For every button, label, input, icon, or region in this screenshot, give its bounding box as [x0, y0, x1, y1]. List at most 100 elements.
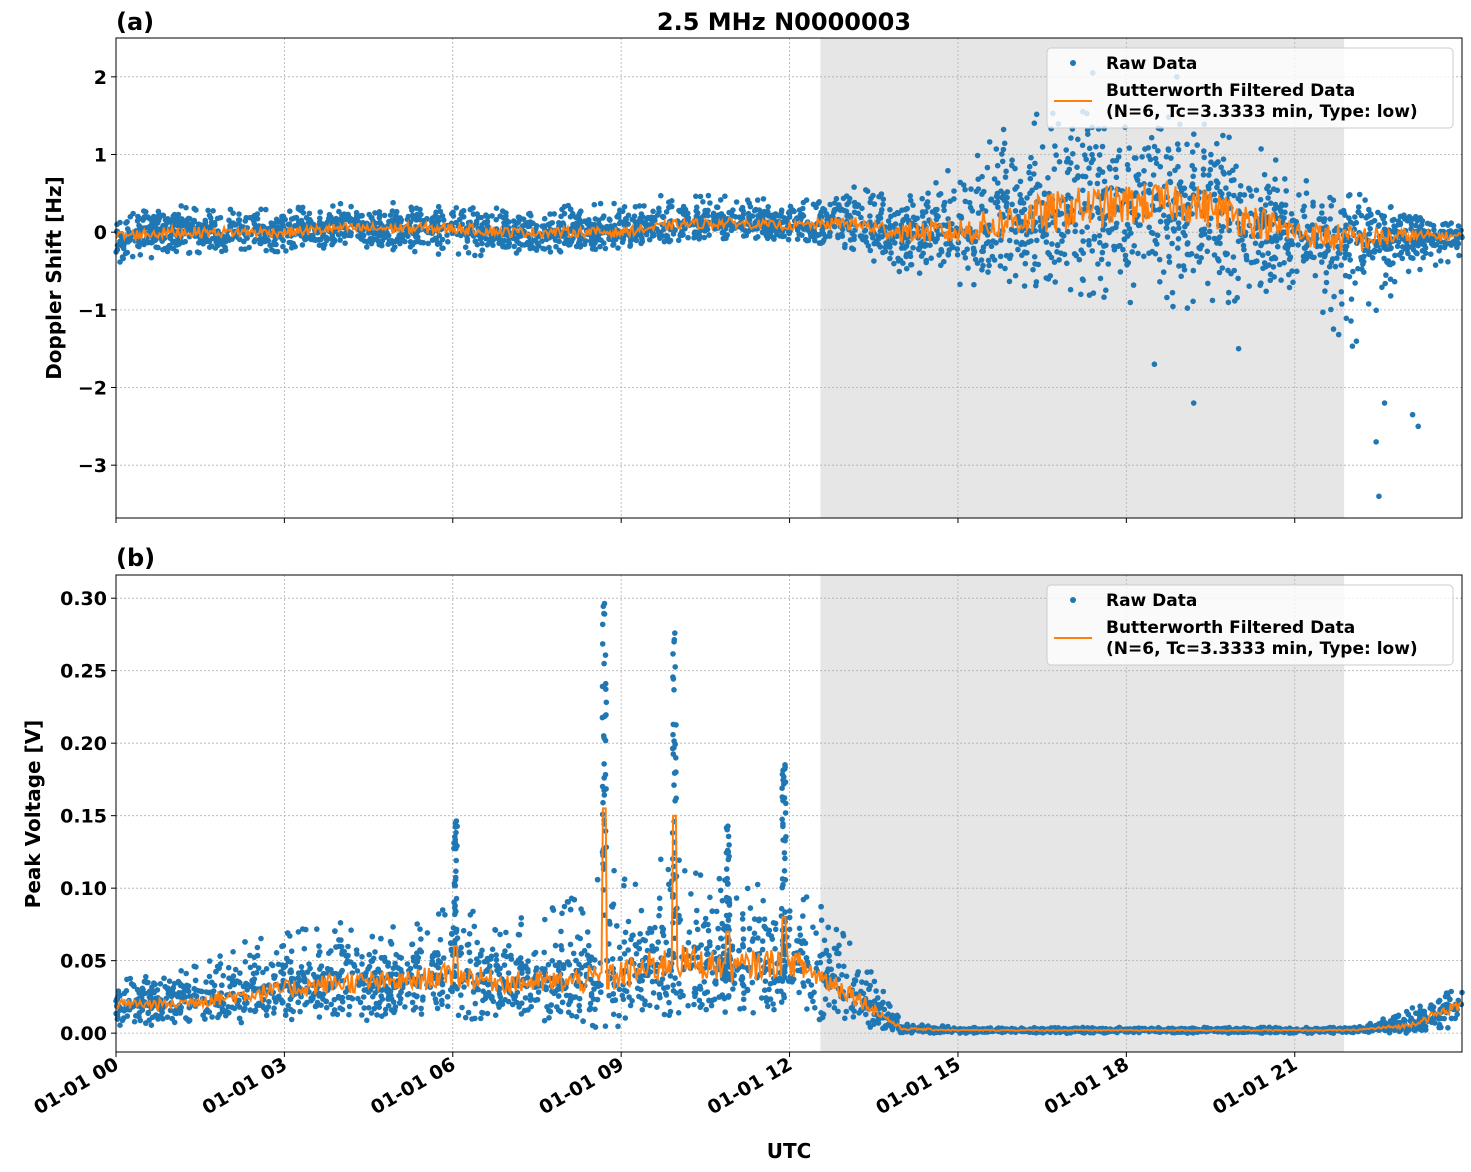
raw-data-point: [465, 1009, 472, 1016]
raw-data-point: [1101, 294, 1107, 301]
raw-data-point: [1089, 151, 1095, 158]
raw-data-point: [273, 950, 280, 956]
raw-data-point: [1023, 231, 1030, 238]
raw-data-point: [636, 218, 642, 224]
raw-data-point: [114, 221, 120, 228]
raw-data-point: [436, 232, 443, 239]
raw-data-point: [1051, 166, 1058, 172]
raw-data-point: [1137, 182, 1143, 188]
raw-data-point: [1211, 191, 1218, 198]
raw-data-point: [975, 210, 982, 216]
raw-data-point: [1265, 250, 1271, 257]
raw-data-point: [1360, 258, 1367, 265]
raw-data-point: [741, 1005, 747, 1011]
raw-data-point: [1395, 239, 1402, 245]
raw-data-point: [943, 241, 949, 247]
raw-data-point: [880, 249, 886, 256]
raw-data-point: [1321, 217, 1327, 224]
raw-data-point: [598, 237, 604, 243]
raw-data-point: [337, 237, 343, 243]
raw-data-point: [863, 187, 869, 193]
raw-data-point: [1258, 146, 1264, 152]
raw-data-point: [984, 164, 991, 171]
raw-data-point: [824, 217, 830, 223]
raw-data-point: [359, 961, 365, 967]
raw-data-point: [1059, 238, 1065, 244]
raw-data-point: [1281, 215, 1287, 221]
raw-data-point: [1252, 240, 1259, 247]
raw-data-point: [1413, 213, 1419, 220]
raw-data-point: [693, 208, 699, 214]
raw-data-point: [479, 247, 486, 253]
raw-data-point: [439, 213, 446, 219]
raw-data-point: [880, 201, 886, 208]
raw-data-point: [145, 239, 151, 246]
raw-data-point: [903, 265, 910, 272]
raw-data-point: [1026, 169, 1032, 176]
raw-data-point: [747, 203, 754, 210]
raw-data-point: [381, 212, 388, 219]
raw-data-point: [1275, 205, 1281, 211]
raw-data-point: [1257, 196, 1264, 203]
raw-data-point: [700, 199, 706, 205]
raw-data-point: [1265, 183, 1271, 190]
raw-data-point: [1330, 326, 1337, 332]
raw-data-point: [686, 929, 693, 935]
raw-data-point: [1094, 180, 1101, 187]
raw-data-point: [597, 243, 603, 250]
raw-data-point: [1303, 190, 1310, 196]
raw-data-point: [602, 1023, 609, 1029]
raw-data-point: [1322, 288, 1328, 294]
raw-data-point: [280, 213, 287, 220]
raw-data-point: [945, 167, 951, 174]
raw-data-point: [529, 244, 536, 251]
raw-data-point: [887, 206, 893, 213]
raw-data-point: [1028, 154, 1034, 161]
raw-data-point: [432, 235, 439, 242]
raw-data-point: [1099, 249, 1106, 256]
raw-data-point: [1139, 154, 1145, 160]
raw-data-point: [1141, 253, 1147, 260]
raw-data-point: [1323, 270, 1330, 276]
raw-data-point: [1153, 160, 1160, 167]
raw-data-point: [418, 1011, 425, 1017]
raw-data-point: [153, 244, 159, 250]
raw-data-point: [414, 993, 420, 999]
raw-data-point: [1049, 241, 1055, 247]
raw-data-point: [474, 211, 481, 217]
raw-data-point: [1381, 226, 1388, 233]
legend-label: Butterworth Filtered Data: [1106, 81, 1355, 101]
raw-data-point: [170, 218, 176, 225]
raw-data-point: [602, 245, 609, 252]
raw-data-point: [1241, 246, 1247, 253]
raw-data-point: [1177, 184, 1184, 191]
raw-data-point: [1146, 224, 1152, 231]
raw-data-point: [667, 973, 674, 979]
raw-data-point: [701, 979, 707, 985]
raw-data-point: [127, 214, 134, 220]
raw-data-point: [1278, 277, 1284, 284]
raw-data-point: [1220, 156, 1227, 162]
raw-data-point: [170, 245, 177, 252]
raw-data-point: [1346, 238, 1352, 245]
raw-data-point: [1396, 252, 1403, 258]
raw-data-point: [993, 146, 1000, 152]
raw-data-point: [429, 958, 436, 965]
raw-data-point: [345, 952, 351, 959]
raw-data-point: [818, 917, 825, 923]
raw-data-point: [206, 212, 213, 219]
raw-data-point: [144, 214, 150, 221]
raw-data-point: [541, 246, 548, 252]
raw-data-point: [1101, 243, 1107, 249]
raw-data-point: [424, 216, 430, 222]
raw-data-point: [288, 216, 295, 222]
raw-data-point: [592, 216, 599, 222]
raw-data-point: [1300, 207, 1306, 214]
raw-data-point: [916, 270, 923, 277]
raw-data-point: [1235, 345, 1242, 352]
raw-data-point: [1147, 156, 1154, 163]
raw-data-point: [317, 949, 323, 955]
raw-data-point: [717, 197, 724, 203]
raw-data-point: [1165, 147, 1172, 153]
